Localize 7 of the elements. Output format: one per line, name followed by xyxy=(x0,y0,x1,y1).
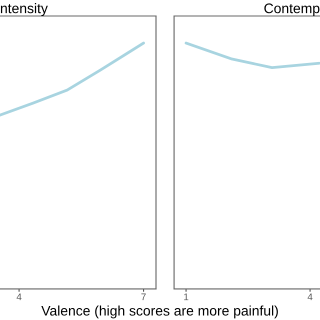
chart-title: Contemp xyxy=(264,3,320,16)
x-axis-title: Valence (high scores are more painful) xyxy=(41,305,278,318)
chart-title: ntensity xyxy=(0,3,48,16)
x-tick-label: 4 xyxy=(16,293,22,300)
x-tick-label: 1 xyxy=(184,293,188,300)
x-tick-label: 4 xyxy=(308,293,312,300)
x-tick-label: 7 xyxy=(141,293,146,300)
